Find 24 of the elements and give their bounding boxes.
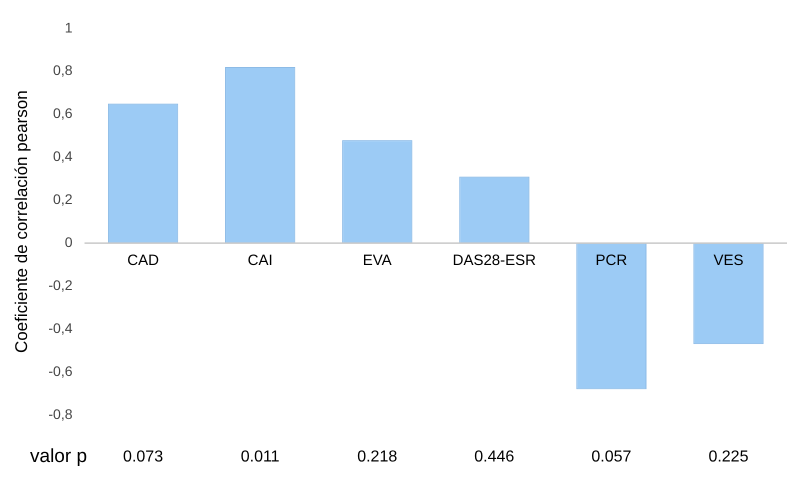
x-tick-label: EVA <box>362 252 392 269</box>
text: 0.057 <box>591 448 632 466</box>
y-tick-label: 0,4 <box>53 148 73 164</box>
x-tick-label: PCR <box>596 252 628 269</box>
y-axis-title: Coeficiente de correlación pearson <box>12 90 31 354</box>
y-tick-label: -0,6 <box>48 362 73 379</box>
text: 0.225 <box>708 448 749 466</box>
x-tick-label: CAD <box>127 252 160 269</box>
text: 0.446 <box>474 448 514 466</box>
y-tick-label: -0,2 <box>48 276 73 293</box>
x-tick-label: DAS28-ESR <box>452 252 536 269</box>
text: 0.218 <box>357 448 398 466</box>
text: valor p <box>30 446 88 468</box>
y-tick-label: 0,6 <box>53 105 73 122</box>
y-tick-label: -0,8 <box>48 406 73 422</box>
x-tick-label: VES <box>713 252 744 269</box>
y-tick-label: -0,4 <box>48 320 73 336</box>
text: 0.073 <box>123 448 164 466</box>
x-tick-label: CAI <box>248 252 273 269</box>
y-tick-label: 0,2 <box>53 191 73 208</box>
y-tick-label: 0 <box>64 234 73 250</box>
y-tick-label: 0,8 <box>53 62 73 78</box>
y-tick-label: 1 <box>64 19 73 36</box>
text: 0.011 <box>240 448 280 466</box>
